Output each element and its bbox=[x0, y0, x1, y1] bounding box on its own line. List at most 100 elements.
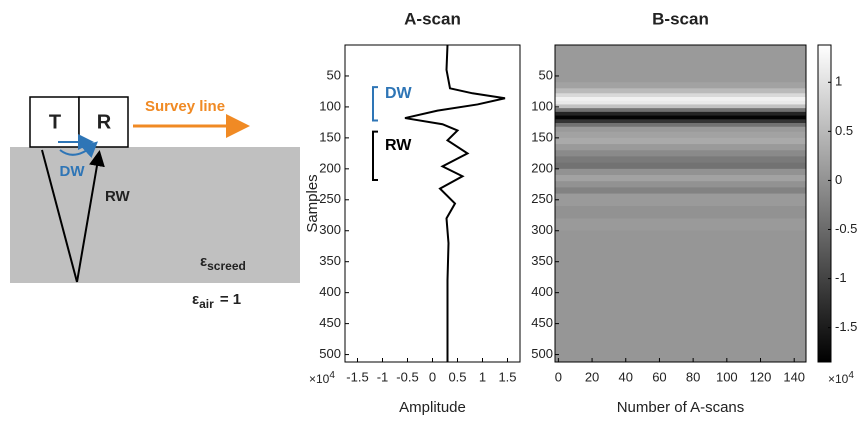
y-tick-label: 350 bbox=[531, 253, 553, 268]
survey-label: Survey line bbox=[145, 98, 225, 115]
x-tick-label: 60 bbox=[652, 369, 666, 384]
bracket-label: RW bbox=[385, 137, 412, 154]
axis-multiplier: ×104 bbox=[309, 370, 335, 387]
value: = 1 bbox=[220, 291, 241, 308]
y-tick-label: 300 bbox=[319, 222, 341, 237]
bracket-label: DW bbox=[385, 85, 413, 102]
x-axis-label: Number of A-scans bbox=[617, 399, 745, 416]
x-tick-label: 0 bbox=[555, 369, 562, 384]
x-tick-label: 120 bbox=[750, 369, 772, 384]
y-tick-label: 300 bbox=[531, 222, 553, 237]
heat-band bbox=[555, 69, 806, 83]
exponent: 4 bbox=[848, 370, 854, 381]
y-tick-label: 150 bbox=[319, 129, 341, 144]
bracket bbox=[372, 130, 378, 181]
air-permittivity: εair = 1 bbox=[192, 291, 241, 311]
x-tick-label: -1.5 bbox=[346, 369, 368, 384]
y-tick-label: 400 bbox=[531, 284, 553, 299]
exponent: 4 bbox=[329, 370, 335, 381]
heat-band bbox=[555, 144, 806, 151]
heat-band bbox=[555, 168, 806, 176]
heat-band bbox=[555, 205, 806, 219]
screed-permittivity: εscreed bbox=[200, 253, 246, 273]
y-tick-label: 150 bbox=[531, 129, 553, 144]
x-tick-label: 140 bbox=[783, 369, 805, 384]
symbol: ε bbox=[200, 253, 207, 270]
plot-title: B-scan bbox=[652, 9, 709, 28]
x-tick-label: 20 bbox=[585, 369, 599, 384]
screed bbox=[10, 147, 300, 283]
dw-label: DW bbox=[60, 163, 86, 180]
y-tick-label: 450 bbox=[531, 315, 553, 330]
subscript: screed bbox=[207, 259, 246, 273]
x-tick-label: -1 bbox=[377, 369, 389, 384]
x-tick-label: 0 bbox=[429, 369, 436, 384]
heat-band bbox=[555, 108, 806, 113]
heat-band bbox=[555, 111, 806, 117]
plot-frame bbox=[554, 44, 807, 363]
y-tick-label: 400 bbox=[319, 284, 341, 299]
x-tick-label: 1.5 bbox=[498, 369, 516, 384]
plot-frame bbox=[344, 44, 521, 363]
heat-band bbox=[555, 261, 806, 294]
y-tick-label: 100 bbox=[319, 98, 341, 113]
heat-band bbox=[555, 156, 806, 164]
y-tick-label: 500 bbox=[319, 346, 341, 361]
heat-band bbox=[555, 45, 806, 58]
heat-band bbox=[555, 115, 806, 120]
heat-band bbox=[555, 323, 806, 363]
colorbar-tick-label: 0 bbox=[835, 172, 842, 187]
heat-band bbox=[555, 162, 806, 170]
a-scan-line bbox=[404, 44, 506, 362]
y-tick-label: 450 bbox=[319, 315, 341, 330]
x-tick-label: 100 bbox=[716, 369, 738, 384]
colorbar-tick-label: -0.5 bbox=[835, 221, 857, 236]
colorbar bbox=[817, 44, 832, 363]
y-axis-label: Samples bbox=[304, 174, 321, 232]
y-tick-label: 50 bbox=[539, 67, 553, 82]
heat-band bbox=[555, 97, 806, 102]
colorbar-tick-label: -1 bbox=[835, 270, 847, 285]
y-tick-label: 200 bbox=[531, 160, 553, 175]
x-tick-label: 40 bbox=[619, 369, 633, 384]
heat-band bbox=[555, 131, 806, 139]
bracket bbox=[372, 86, 378, 122]
x-tick-label: 80 bbox=[686, 369, 700, 384]
transmitter-label: T bbox=[49, 111, 61, 133]
colorbar-tick-label: 1 bbox=[835, 74, 842, 89]
heat-band bbox=[555, 292, 806, 325]
subscript: air bbox=[199, 297, 214, 311]
ray-down bbox=[41, 149, 78, 283]
heat-band bbox=[555, 57, 806, 71]
y-tick-label: 350 bbox=[319, 253, 341, 268]
colorbar-tick-label: -1.5 bbox=[835, 319, 857, 334]
y-tick-label: 50 bbox=[327, 67, 341, 82]
axis-multiplier: ×104 bbox=[828, 370, 854, 387]
rw-label: RW bbox=[105, 188, 131, 205]
y-tick-label: 250 bbox=[319, 191, 341, 206]
base: ×10 bbox=[828, 372, 849, 386]
x-tick-label: 1 bbox=[479, 369, 486, 384]
heat-band bbox=[555, 100, 806, 105]
heat-band bbox=[555, 126, 806, 133]
y-tick-label: 250 bbox=[531, 191, 553, 206]
symbol: ε bbox=[192, 291, 199, 308]
y-tick-label: 200 bbox=[319, 160, 341, 175]
heat-band bbox=[555, 104, 806, 109]
heat-band bbox=[555, 193, 806, 207]
base: ×10 bbox=[309, 372, 330, 386]
heat-band bbox=[555, 82, 806, 89]
plot-title: A-scan bbox=[404, 9, 461, 28]
heat-band bbox=[555, 175, 806, 182]
heat-band bbox=[555, 181, 806, 188]
x-tick-label: 0.5 bbox=[448, 369, 466, 384]
ray-up bbox=[76, 150, 105, 283]
heat-band bbox=[555, 119, 806, 124]
y-tick-label: 500 bbox=[531, 346, 553, 361]
heat-band bbox=[555, 137, 806, 145]
y-tick-label: 100 bbox=[531, 98, 553, 113]
heat-band bbox=[555, 88, 806, 94]
transmitter-box bbox=[29, 96, 80, 148]
x-axis-label: Amplitude bbox=[399, 399, 466, 416]
